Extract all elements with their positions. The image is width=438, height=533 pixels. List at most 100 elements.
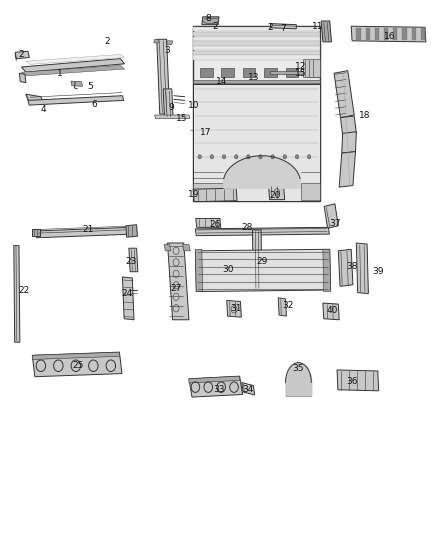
Text: 13: 13 (247, 73, 259, 82)
Polygon shape (28, 96, 124, 105)
Polygon shape (14, 246, 20, 342)
Polygon shape (268, 184, 285, 200)
Circle shape (223, 155, 226, 159)
Polygon shape (19, 73, 26, 83)
Text: 21: 21 (82, 225, 94, 235)
Polygon shape (321, 21, 332, 42)
Text: 27: 27 (170, 284, 182, 293)
Text: 2: 2 (212, 22, 218, 31)
Polygon shape (323, 303, 339, 320)
Polygon shape (126, 225, 138, 237)
Circle shape (271, 155, 274, 159)
Polygon shape (323, 249, 331, 292)
Polygon shape (15, 51, 29, 59)
Polygon shape (32, 352, 120, 359)
Text: 31: 31 (230, 304, 242, 313)
Polygon shape (357, 243, 368, 294)
Text: 28: 28 (241, 223, 253, 232)
Text: 18: 18 (359, 110, 371, 119)
Polygon shape (193, 84, 320, 201)
Polygon shape (183, 245, 190, 251)
Circle shape (198, 155, 201, 159)
Polygon shape (334, 71, 354, 118)
Polygon shape (193, 188, 237, 201)
Text: 7: 7 (280, 25, 286, 34)
Polygon shape (163, 89, 173, 118)
Polygon shape (300, 183, 320, 200)
Text: 25: 25 (73, 361, 84, 370)
Polygon shape (351, 26, 426, 42)
Text: 2: 2 (19, 51, 25, 60)
Polygon shape (195, 249, 203, 292)
Text: 29: 29 (256, 257, 268, 266)
Polygon shape (32, 229, 39, 236)
Polygon shape (35, 228, 133, 238)
Circle shape (283, 155, 286, 159)
Polygon shape (164, 245, 171, 251)
Polygon shape (21, 66, 124, 76)
Polygon shape (338, 249, 353, 286)
Polygon shape (155, 115, 190, 119)
Text: 36: 36 (346, 377, 358, 386)
Polygon shape (202, 17, 219, 25)
Polygon shape (339, 151, 356, 187)
Polygon shape (278, 298, 286, 316)
Polygon shape (167, 243, 189, 320)
Text: 8: 8 (205, 14, 211, 23)
Polygon shape (189, 376, 240, 383)
Polygon shape (71, 81, 82, 86)
Polygon shape (221, 68, 234, 77)
Text: 3: 3 (165, 46, 170, 55)
Circle shape (247, 155, 250, 159)
Text: 2: 2 (268, 23, 273, 32)
Polygon shape (193, 37, 320, 41)
Polygon shape (193, 32, 320, 36)
Polygon shape (324, 204, 338, 228)
Polygon shape (157, 39, 170, 114)
Text: 38: 38 (346, 262, 358, 271)
Polygon shape (243, 68, 255, 77)
Text: 34: 34 (243, 385, 254, 394)
Text: 11: 11 (312, 22, 324, 31)
Circle shape (210, 155, 214, 159)
Text: 32: 32 (282, 301, 293, 310)
Polygon shape (271, 23, 296, 29)
Polygon shape (224, 156, 300, 188)
Polygon shape (286, 68, 298, 77)
Text: 5: 5 (87, 82, 93, 91)
Text: 2: 2 (105, 37, 110, 46)
Text: 35: 35 (293, 364, 304, 373)
Polygon shape (195, 228, 329, 236)
Text: 26: 26 (209, 220, 220, 229)
Polygon shape (32, 352, 122, 377)
Polygon shape (303, 59, 320, 77)
Text: 10: 10 (187, 101, 199, 110)
Polygon shape (270, 71, 303, 74)
Text: 4: 4 (40, 106, 46, 114)
Circle shape (307, 155, 311, 159)
Text: 23: 23 (125, 257, 137, 266)
Polygon shape (384, 28, 388, 41)
Polygon shape (357, 28, 360, 41)
Polygon shape (26, 94, 44, 103)
Polygon shape (21, 59, 124, 72)
Polygon shape (307, 68, 320, 77)
Polygon shape (252, 230, 262, 290)
Text: 14: 14 (215, 77, 227, 86)
Polygon shape (421, 28, 425, 41)
Polygon shape (366, 28, 370, 41)
Polygon shape (342, 132, 357, 153)
Polygon shape (154, 39, 159, 43)
Polygon shape (340, 116, 357, 135)
Polygon shape (195, 249, 331, 292)
Text: 16: 16 (384, 32, 396, 41)
Polygon shape (123, 277, 134, 320)
Polygon shape (193, 55, 320, 60)
Polygon shape (193, 183, 223, 200)
Text: 24: 24 (121, 289, 132, 298)
Text: 1: 1 (57, 69, 63, 78)
Polygon shape (189, 376, 243, 397)
Polygon shape (193, 79, 320, 83)
Circle shape (295, 155, 299, 159)
Polygon shape (227, 301, 241, 317)
